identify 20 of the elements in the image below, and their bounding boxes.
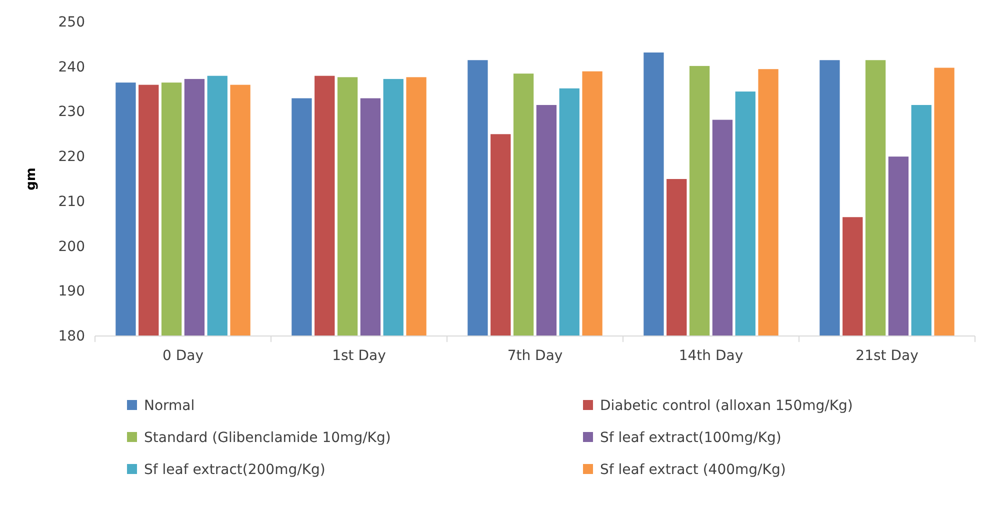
y-tick-label: 220 <box>58 149 85 166</box>
x-tick-label: 1st Day <box>332 348 386 364</box>
legend-label: Standard (Glibenclamide 10mg/Kg) <box>144 430 391 446</box>
x-tick-label: 21st Day <box>856 348 918 364</box>
y-tick-label: 200 <box>58 238 85 255</box>
y-axis-title: gm <box>24 168 39 190</box>
legend-label: Normal <box>144 398 195 414</box>
legend-label: Sf leaf extract(200mg/Kg) <box>144 462 326 478</box>
x-tick-label: 0 Day <box>162 348 204 364</box>
y-tick-label: 240 <box>58 59 85 76</box>
x-tick-label: 14th Day <box>678 348 744 364</box>
y-tick-label: 250 <box>58 14 85 30</box>
legend-label: Sf leaf extract(100mg/Kg) <box>600 430 782 446</box>
x-tick-label: 7th Day <box>507 348 563 364</box>
y-tick-label: 210 <box>58 194 85 210</box>
y-tick-label: 180 <box>58 328 85 344</box>
y-tick-label: 190 <box>58 284 85 300</box>
legend-label: Diabetic control (alloxan 150mg/Kg) <box>600 398 853 414</box>
y-tick-label: 230 <box>58 104 85 120</box>
legend-label: Sf leaf extract (400mg/Kg) <box>600 462 786 478</box>
